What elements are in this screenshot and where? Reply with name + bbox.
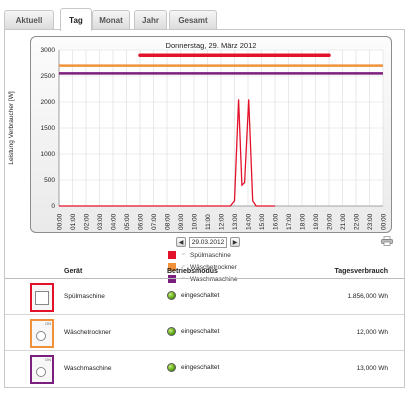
row-divider [5,314,404,315]
row-divider [5,350,404,351]
y-tick-label: 3000 [41,47,56,54]
tab-jahr[interactable]: Jahr [134,10,167,29]
x-tick-label: 01:00 [70,213,77,230]
y-tick-label: 2000 [41,99,56,106]
x-tick-label: 06:00 [138,213,145,230]
x-tick-label: 11:00 [205,214,212,230]
device-consumption: 12,000 Wh [356,329,388,336]
x-tick-label: 07:00 [151,213,158,230]
device-mode: eingeschaltet [181,292,220,299]
x-tick-label: 17:00 [286,213,293,230]
x-tick-label: 03:00 [97,213,104,230]
x-tick-label: 16:00 [273,213,280,230]
tab-gesamt[interactable]: Gesamt [169,10,217,29]
table-row: ON Waschmaschine eingeschaltet 13,000 Wh [5,351,404,387]
column-header-device: Gerät [64,268,83,275]
tab-tag[interactable]: Tag [60,8,92,31]
x-tick-label: 23:00 [367,213,374,230]
column-header-mode: Betriebsmodus [167,268,218,275]
line-chart: 0 500 1000 1500 2000 2500 3000 00:00 01:00 02:00 0… [8,47,388,230]
content-panel: Donnerstag, 29. März 2012 0 500 1000 1500 20… [4,29,405,388]
y-tick-label: 1000 [41,151,56,158]
x-tick-label: 04:00 [111,213,118,230]
x-tick-label: 05:00 [124,213,131,230]
legend-label: Spülmaschine [182,251,231,259]
device-mode: eingeschaltet [181,364,220,371]
x-tick-label: 15:00 [259,213,266,230]
y-tick-label: 1500 [41,125,56,132]
x-tick-label: 10:00 [192,213,199,230]
dryer-icon[interactable]: ON [30,319,54,348]
x-tick-label: 00:00 [381,213,388,230]
x-tick-label: 22:00 [354,213,361,230]
x-tick-label: 13:00 [232,213,239,230]
device-mode: eingeschaltet [181,328,220,335]
previous-day-button[interactable]: ◀ [176,237,186,247]
next-day-button[interactable]: ▶ [230,237,240,247]
dishwasher-door [35,291,49,305]
legend-swatch [168,251,176,259]
legend-swatch [168,263,176,271]
y-tick-label: 0 [51,203,55,210]
x-tick-label: 08:00 [165,213,172,230]
column-header-consumption: Tagesverbrauch [334,268,388,275]
legend-label: Wäschetrockner [182,263,237,271]
status-on-icon [167,327,176,336]
dryer-drum [36,331,46,341]
x-tick-label: 12:00 [219,213,226,230]
table-row: Spülmaschine eingeschaltet 1.856,000 Wh [5,279,404,315]
x-tick-label: 20:00 [327,213,334,230]
date-navigator: ◀ ▶ [176,236,240,248]
chart-title: Donnerstag, 29. März 2012 [165,41,257,50]
tab-monat[interactable]: Monat [92,10,130,29]
legend-swatch [168,275,176,283]
y-axis-label: Leistung Verbraucher [W] [8,91,15,165]
dishwasher-icon[interactable] [30,283,54,312]
x-tick-label: 14:00 [246,213,253,230]
date-input[interactable] [189,236,227,248]
header-divider [5,278,404,279]
table-row: ON Wäschetrockner eingeschaltet 12,000 W… [5,315,404,351]
status-on-icon [167,291,176,300]
tab-aktuell[interactable]: Aktuell [4,10,54,29]
print-icon[interactable] [381,236,393,246]
y-tick-label: 2500 [41,73,56,80]
on-label: ON [45,321,51,326]
y-tick-label: 500 [44,177,55,184]
on-label: ON [45,357,51,362]
x-tick-label: 00:00 [57,213,64,230]
status-on-icon [167,363,176,372]
x-tick-label: 02:00 [84,213,91,230]
device-name: Spülmaschine [64,293,105,300]
x-tick-label: 18:00 [300,213,307,230]
x-tick-label: 21:00 [340,213,347,230]
series-line-spuelmaschine [59,99,275,207]
device-name: Wäschetrockner [64,329,111,336]
device-consumption: 13,000 Wh [356,365,388,372]
washer-drum [36,367,46,377]
device-name: Waschmaschine [64,365,112,372]
device-consumption: 1.856,000 Wh [347,293,388,300]
washing-machine-icon[interactable]: ON [30,355,54,384]
x-tick-label: 19:00 [313,213,320,230]
x-tick-label: 09:00 [178,213,185,230]
tab-bar: Aktuell Tag Monat Jahr Gesamt [4,8,405,31]
